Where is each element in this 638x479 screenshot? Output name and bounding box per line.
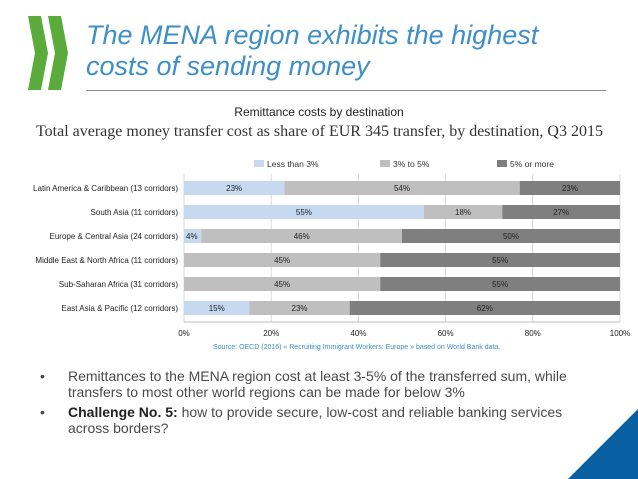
bar-segment-2 bbox=[402, 229, 620, 243]
chart-row: Latin America & Caribbean (13 corridors)… bbox=[33, 181, 620, 195]
data-label: 45% bbox=[274, 256, 290, 265]
data-label: 50% bbox=[503, 232, 519, 241]
data-label: 55% bbox=[492, 256, 508, 265]
logo-stripe-right bbox=[48, 16, 68, 90]
bar-segment-0 bbox=[184, 301, 250, 315]
legend-label-1: 3% to 5% bbox=[393, 159, 430, 169]
data-label: 45% bbox=[274, 280, 290, 289]
data-label: 23% bbox=[226, 184, 242, 193]
category-label: South Asia (11 corridors) bbox=[91, 208, 179, 217]
data-label: 23% bbox=[562, 184, 578, 193]
x-tick-label: 40% bbox=[350, 329, 366, 338]
bar-segment-2 bbox=[349, 301, 620, 315]
category-label: Sub-Saharan Africa (31 corridors) bbox=[59, 280, 179, 289]
data-label: 23% bbox=[292, 304, 308, 313]
chart-source: Source: OECD (2016) « Recruiting Immigra… bbox=[213, 344, 501, 351]
bar-segment-0 bbox=[184, 205, 424, 219]
data-label: 55% bbox=[296, 208, 312, 217]
bar-segment-2 bbox=[380, 277, 620, 291]
chart-row: East Asia & Pacific (12 corridors) 15% 23%… bbox=[62, 301, 620, 315]
bar-segment-0 bbox=[184, 181, 285, 195]
bar-segment-1 bbox=[284, 181, 520, 195]
legend-swatch-0 bbox=[254, 160, 264, 167]
chart-x-ticks: 0% 20% 40% 60% 80% 100% bbox=[178, 321, 630, 338]
chart-row: Sub-Saharan Africa (31 corridors) 45% 55% bbox=[59, 277, 620, 291]
x-tick-label: 20% bbox=[263, 329, 279, 338]
category-label: Latin America & Caribbean (13 corridors) bbox=[33, 184, 178, 193]
oecd-logo-icon bbox=[28, 16, 68, 90]
slide-title-line-1: The MENA region exhibits the highest bbox=[86, 20, 539, 50]
logo-stripe-left bbox=[28, 16, 48, 90]
category-label: East Asia & Pacific (12 corridors) bbox=[62, 304, 179, 313]
corner-triangle-icon bbox=[568, 409, 638, 479]
chart-row: South Asia (11 corridors) 55% 18% 27% bbox=[91, 205, 620, 219]
data-label: 46% bbox=[294, 232, 310, 241]
chart-legend: Less than 3% 3% to 5% 5% or more bbox=[254, 159, 554, 169]
stacked-bar-chart: Less than 3% 3% to 5% 5% or more Latin Ame… bbox=[33, 159, 630, 338]
slide-title-line-2: costs of sending money bbox=[86, 51, 370, 81]
legend-label-2: 5% or more bbox=[510, 159, 554, 169]
data-label: 55% bbox=[492, 280, 508, 289]
title-divider bbox=[86, 90, 606, 91]
data-label: 15% bbox=[209, 304, 225, 313]
slide-title: The MENA region exhibits the highest cos… bbox=[86, 20, 616, 82]
bar-segment-1 bbox=[201, 229, 402, 243]
bullet-item-2: • Challenge No. 5: how to provide secure… bbox=[40, 404, 600, 436]
bullet-item-1: • Remittances to the MENA region cost at… bbox=[40, 368, 600, 400]
category-label: Middle East & North Africa (11 corridors… bbox=[35, 256, 178, 265]
legend-swatch-1 bbox=[380, 160, 390, 167]
bar-segment-2 bbox=[502, 205, 620, 219]
chart-grid bbox=[183, 174, 621, 322]
x-tick-label: 80% bbox=[525, 329, 541, 338]
bar-segment-2 bbox=[519, 181, 620, 195]
bullet-list: • Remittances to the MENA region cost at… bbox=[40, 368, 600, 440]
legend-label-0: Less than 3% bbox=[267, 159, 319, 169]
bullet-dot-icon: • bbox=[40, 368, 45, 384]
data-label: 62% bbox=[477, 304, 493, 313]
x-tick-label: 60% bbox=[438, 329, 454, 338]
chart-caption: Remittance costs by destination bbox=[234, 105, 404, 119]
chart-title: Total average money transfer cost as sha… bbox=[36, 123, 603, 140]
legend-swatch-2 bbox=[497, 160, 507, 167]
bullet-1-text: Remittances to the MENA region cost at l… bbox=[68, 368, 567, 400]
chart-row: Middle East & North Africa (11 corridors… bbox=[35, 253, 620, 267]
bar-segment-1 bbox=[184, 277, 381, 291]
bar-segment-2 bbox=[380, 253, 620, 267]
bar-segment-1 bbox=[249, 301, 350, 315]
bullet-2-bold: Challenge No. 5: bbox=[68, 404, 178, 420]
bar-segment-0 bbox=[184, 229, 202, 243]
bullet-dot-icon: • bbox=[40, 404, 45, 420]
category-label: Europe & Central Asia (24 corridors) bbox=[50, 232, 179, 241]
data-label: 54% bbox=[394, 184, 410, 193]
bullet-2-text: how to provide secure, low-cost and reli… bbox=[68, 404, 563, 436]
data-label: 27% bbox=[553, 208, 569, 217]
chart-rows: Latin America & Caribbean (13 corridors)… bbox=[33, 181, 620, 315]
data-label: 4% bbox=[186, 232, 198, 241]
bar-segment-1 bbox=[184, 253, 381, 267]
bar-segment-1 bbox=[423, 205, 503, 219]
chart-row: Europe & Central Asia (24 corridors) 4% 46… bbox=[50, 229, 620, 243]
x-tick-label: 100% bbox=[610, 329, 630, 338]
data-label: 18% bbox=[455, 208, 471, 217]
x-tick-label: 0% bbox=[178, 329, 190, 338]
